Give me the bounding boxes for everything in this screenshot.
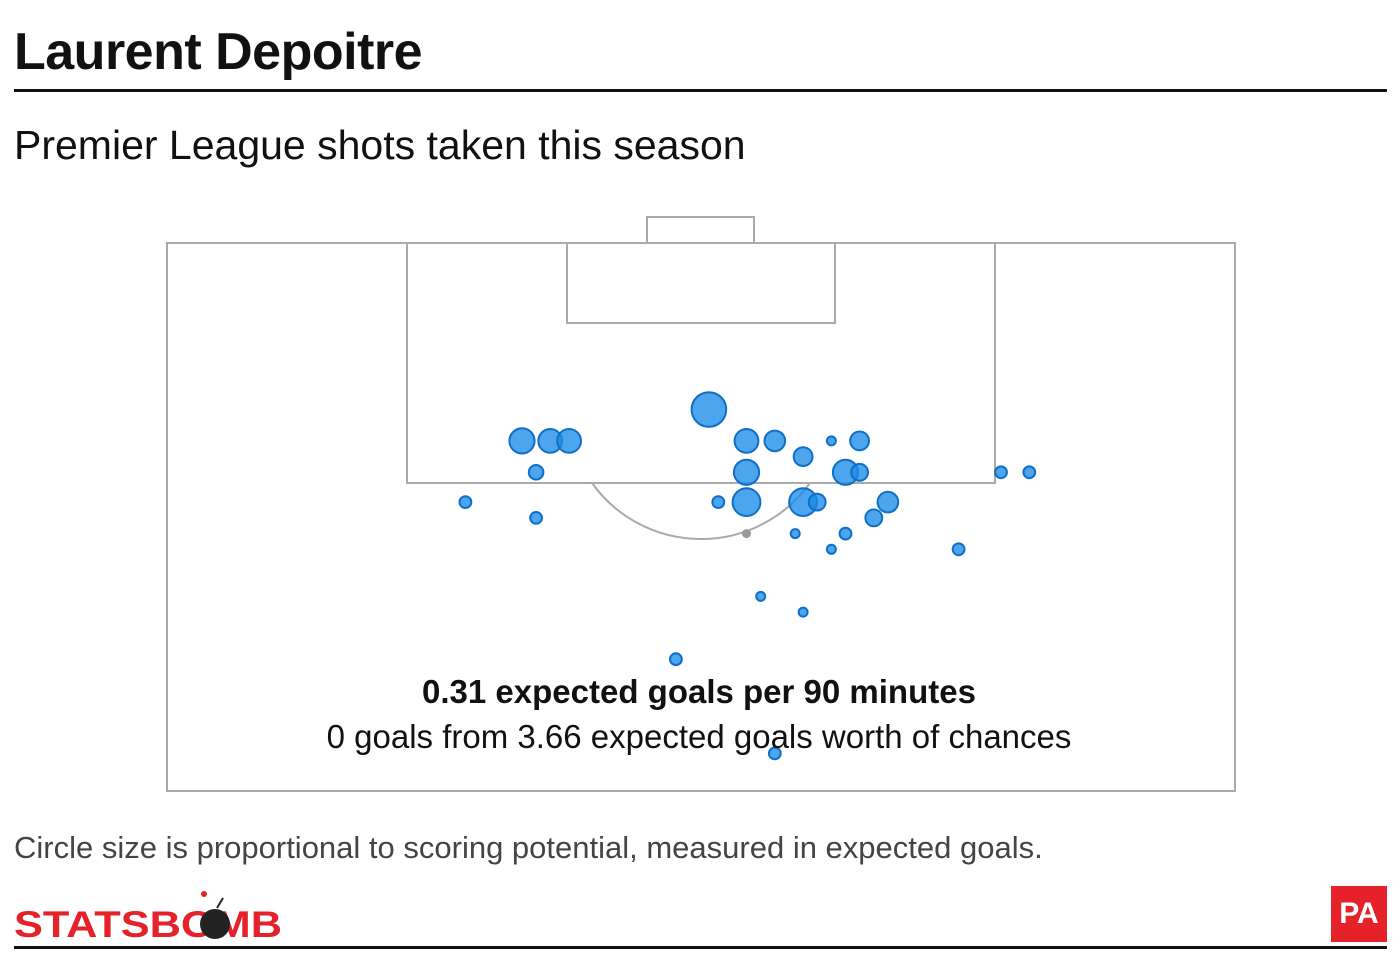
pa-logo: PA xyxy=(1331,886,1387,942)
player-name: Laurent Depoitre xyxy=(14,23,423,81)
shot-point-20 xyxy=(864,508,884,528)
shot-point-31 xyxy=(767,746,782,761)
caption: Circle size is proportional to scoring p… xyxy=(14,830,1043,865)
shot-point-23 xyxy=(1022,465,1037,480)
shot-point-10 xyxy=(732,458,761,486)
penalty-arc xyxy=(591,482,811,540)
bottom-rule xyxy=(14,946,1387,949)
svg-text:STATSBOMB: STATSBOMB xyxy=(14,904,282,945)
shot-point-17 xyxy=(711,495,726,510)
shot-point-5 xyxy=(733,428,760,454)
statsbomb-logo: STATSBOMB xyxy=(14,891,282,945)
shot-point-30 xyxy=(669,652,683,667)
shot-point-2 xyxy=(508,427,536,455)
shot-point-29 xyxy=(797,606,809,618)
shot-point-12 xyxy=(850,462,869,482)
goal-frame xyxy=(646,216,755,244)
shot-point-4 xyxy=(556,428,582,454)
six-yard-box xyxy=(566,242,836,324)
shot-point-27 xyxy=(951,542,966,557)
shot-point-9 xyxy=(792,446,814,468)
shot-point-16 xyxy=(807,492,827,512)
shot-point-19 xyxy=(876,490,900,514)
shot-point-18 xyxy=(458,495,473,510)
goals-vs-xg-label: 0 goals from 3.66 expected goals worth o… xyxy=(327,718,1072,755)
title-rule xyxy=(14,89,1387,92)
shot-point-21 xyxy=(529,511,543,525)
chart-subtitle: Premier League shots taken this season xyxy=(14,122,746,168)
shot-map: 0.31 expected goals per 90 minutes 0 goa… xyxy=(166,216,1236,792)
shot-point-8 xyxy=(849,430,870,452)
shots-layer xyxy=(458,391,1037,761)
shot-point-22 xyxy=(994,465,1008,480)
xg-per-90-label: 0.31 expected goals per 90 minutes xyxy=(422,673,976,710)
shot-point-25 xyxy=(838,526,853,541)
shot-point-13 xyxy=(527,464,545,481)
pitch-lines xyxy=(166,216,1236,792)
shot-point-28 xyxy=(755,590,767,602)
pa-logo-text: PA xyxy=(1339,897,1379,930)
shot-point-24 xyxy=(789,528,801,540)
shot-point-6 xyxy=(763,429,787,453)
penalty-area xyxy=(406,242,996,484)
shot-point-14 xyxy=(731,487,762,518)
shot-point-1 xyxy=(690,391,728,428)
shot-point-7 xyxy=(825,435,837,447)
shot-point-26 xyxy=(825,543,837,555)
goal-point-1 xyxy=(742,529,751,539)
